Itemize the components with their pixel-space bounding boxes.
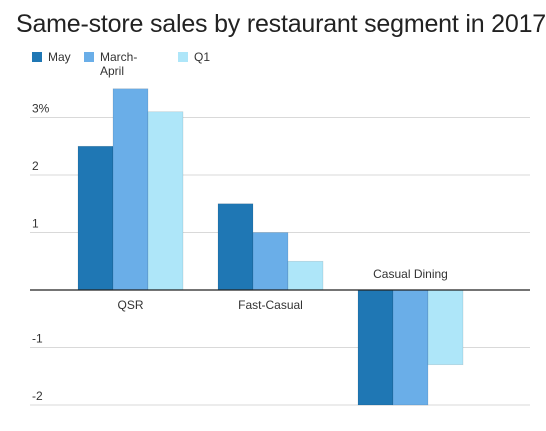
bar [427,289,464,366]
category-label: QSR [117,298,143,312]
legend-item-march-april: March-April [84,50,146,78]
bar [147,111,184,291]
y-tick-label: -1 [32,332,43,346]
y-tick-label: -2 [32,389,43,403]
labels: 3% 2 1 -1 -2 QSR Fast-Casual Casual Dining [32,102,448,404]
bar [112,88,149,291]
legend-label-q1: Q1 [194,50,211,64]
y-tick-label: 2 [32,159,39,173]
legend-item-may: May [32,50,94,64]
bars [77,88,464,406]
bar [287,260,324,291]
bar [357,289,394,406]
y-tick-label: 1 [32,217,39,231]
bar [77,145,114,291]
legend-swatch-q1 [178,52,188,62]
category-label: Fast-Casual [238,298,303,312]
bar [252,232,289,291]
bar [217,203,254,291]
legend-label-march-april: March-April [100,50,138,78]
bar [392,289,429,406]
legend-swatch-march-april [84,52,94,62]
chart-title: Same-store sales by restaurant segment i… [16,10,546,38]
y-tick-label: 3% [32,102,50,116]
legend-label-may: May [48,50,71,64]
legend-item-q1: Q1 [178,50,240,64]
category-label: Casual Dining [373,267,448,281]
legend: May March-April Q1 [32,50,332,90]
legend-swatch-may [32,52,42,62]
